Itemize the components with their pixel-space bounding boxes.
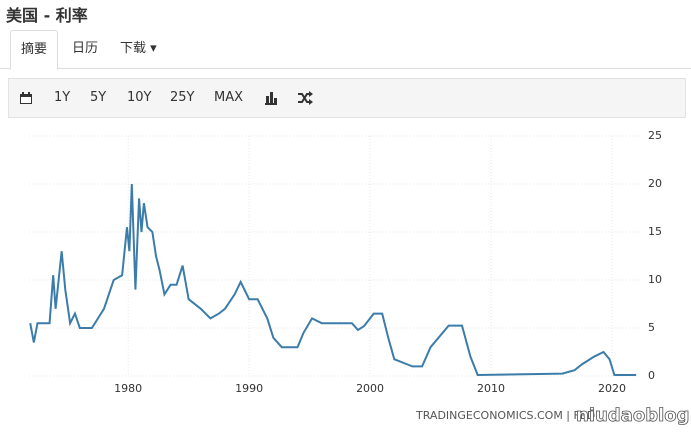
y-tick-label: 15	[648, 225, 662, 238]
x-tick-label: 2000	[356, 382, 384, 395]
range-button[interactable]: 1Y	[54, 90, 71, 105]
source-label: TRADINGECONOMICS.COM | FED	[415, 409, 595, 422]
calendar-icon[interactable]	[19, 91, 33, 105]
line-series	[29, 183, 637, 377]
y-tick-label: 5	[648, 321, 655, 334]
tab[interactable]: 下载 ▾	[120, 41, 157, 56]
x-tick-label: 1990	[235, 382, 263, 395]
tab-bar: 摘要 日历 下载 ▾	[0, 30, 691, 70]
watermark: niudaoblog.com	[576, 405, 691, 426]
y-tick-label: 10	[648, 273, 662, 286]
chart: 0 5 10 15 20 25 1980 1990 2000 2010 2020 TRADINGECO…	[29, 129, 691, 426]
range-button[interactable]: MAX	[214, 90, 244, 105]
shuffle-icon[interactable]	[297, 91, 313, 105]
range-button[interactable]: 25Y	[170, 90, 195, 105]
page-title: 美国 - 利率	[6, 6, 88, 25]
y-tick-label: 25	[648, 129, 662, 142]
range-button[interactable]: 5Y	[90, 90, 107, 105]
tab[interactable]: 摘要	[10, 30, 59, 70]
range-button[interactable]: 10Y	[127, 90, 152, 105]
tab[interactable]: 日历	[72, 41, 99, 56]
x-tick-label: 2020	[598, 382, 626, 395]
y-tick-label: 0	[648, 369, 655, 382]
x-tick-label: 2010	[477, 382, 505, 395]
tab-label: 下载	[120, 41, 147, 56]
x-tick-label: 1980	[114, 382, 142, 395]
toolbar: 1Y 5Y 10Y 25Y MAX	[8, 78, 686, 118]
bar-icon[interactable]	[264, 91, 278, 105]
y-tick-label: 20	[648, 177, 662, 190]
